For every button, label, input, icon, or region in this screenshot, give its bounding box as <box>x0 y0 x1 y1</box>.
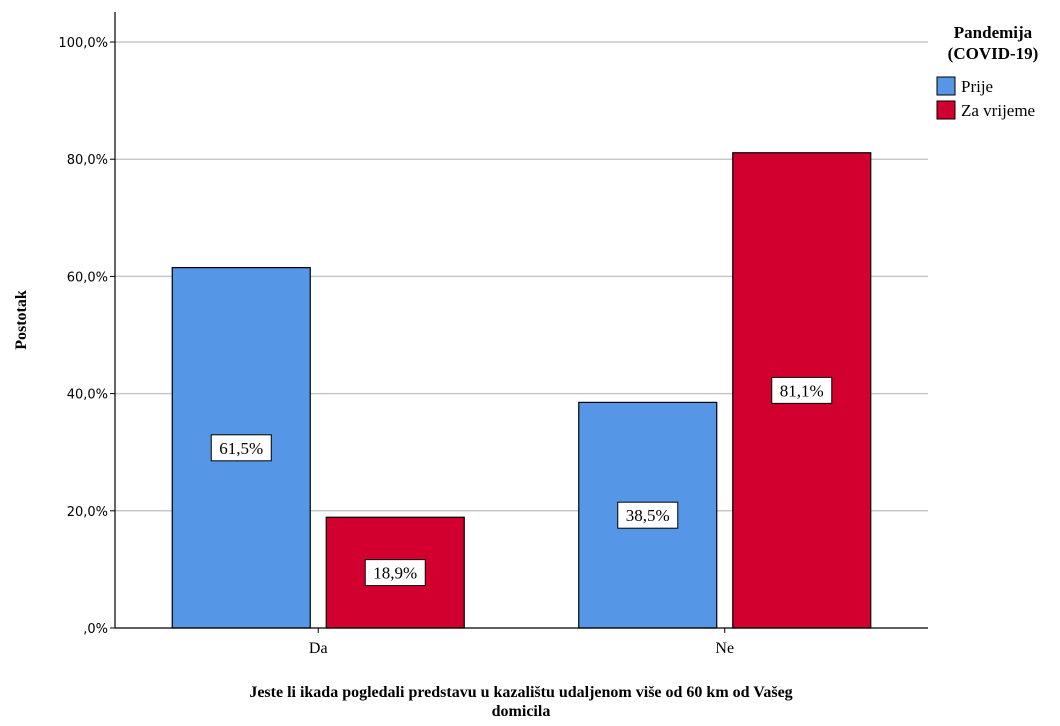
y-tick-label: 100,0% <box>58 36 108 51</box>
y-tick-label: 80,0% <box>67 153 108 168</box>
x-tick-label: Da <box>309 640 328 657</box>
data-label: 18,9% <box>373 564 417 583</box>
y-tick-label: 20,0% <box>67 505 108 520</box>
data-label-box <box>771 376 833 404</box>
data-labels: 61,5% 18,9% 38,5% 81,1% <box>210 376 833 587</box>
legend-label-prije: Prije <box>961 77 993 96</box>
legend-title-line-2: (COVID-19) <box>948 44 1039 63</box>
y-tick-label: 60,0% <box>67 270 108 285</box>
x-axis-title-line-1: Jeste li ikada pogledali predstavu u kaz… <box>249 684 792 701</box>
data-label-box <box>364 559 426 587</box>
axes <box>114 12 928 629</box>
x-tick-label: Ne <box>715 640 734 657</box>
x-axis-title-line-2: domicila <box>492 703 551 720</box>
legend-swatch-za-vrijeme <box>936 100 956 120</box>
data-label: 61,5% <box>219 439 263 458</box>
y-tick-labels: ,0% 20,0% 40,0% 60,0% 80,0% 100,0% <box>58 36 108 637</box>
legend-title-line-1: Pandemija <box>954 23 1033 42</box>
y-tick-label: ,0% <box>83 622 108 637</box>
x-tick-labels: Da Ne <box>309 628 734 657</box>
legend-swatch-prije <box>936 76 956 96</box>
bars <box>171 152 872 629</box>
data-label-box <box>617 501 679 529</box>
y-tick-label: 40,0% <box>67 388 108 403</box>
legend: Pandemija (COVID-19) Prije Za vrijeme <box>936 23 1039 120</box>
data-label: 38,5% <box>626 506 670 525</box>
y-axis-title: Postotak <box>13 290 30 350</box>
data-label: 81,1% <box>780 381 824 400</box>
legend-label-za-vrijeme: Za vrijeme <box>961 101 1035 120</box>
data-label-box <box>210 434 272 462</box>
